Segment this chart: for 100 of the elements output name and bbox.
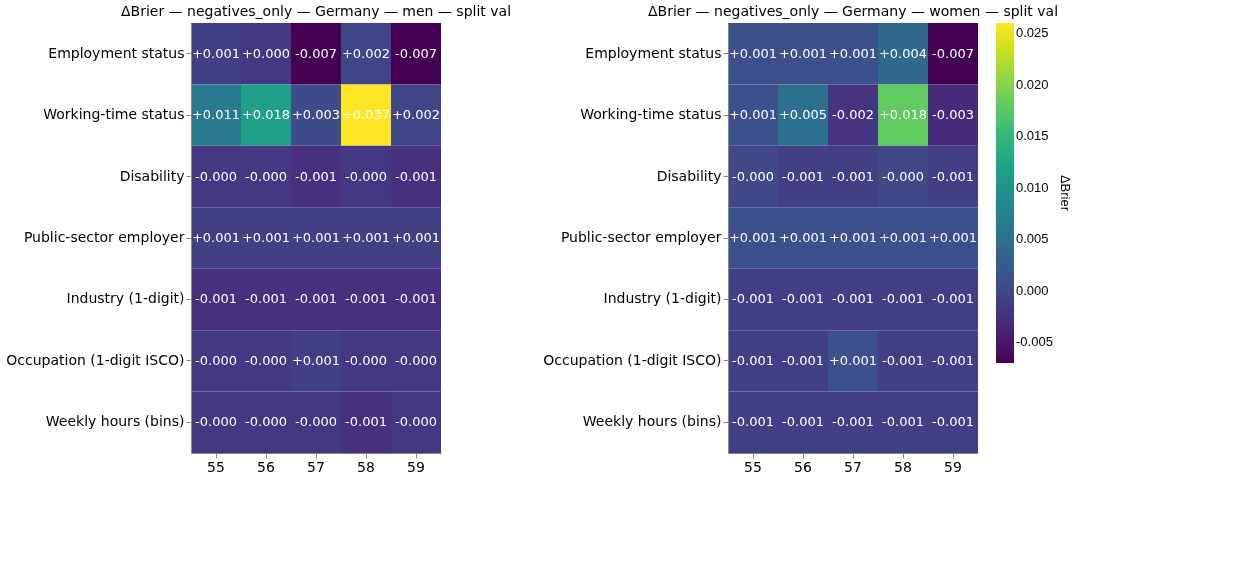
- y-tick-label: Working-time status: [43, 106, 185, 123]
- data-label: -0.001: [782, 414, 824, 430]
- y-tick-label: Weekly hours (bins): [582, 413, 722, 430]
- chart-title: ΔBrier — negatives_only — Germany — women — split val: [647, 3, 1059, 19]
- y-tick-label: Disability: [656, 167, 722, 184]
- data-label: -0.001: [732, 414, 774, 430]
- data-label: -0.003: [932, 107, 974, 123]
- data-label: -0.001: [732, 291, 774, 307]
- data-label: +0.001: [728, 107, 778, 123]
- data-label: -0.000: [195, 414, 237, 430]
- chart-title: ΔBrier — negatives_only — Germany — men — split val: [120, 3, 512, 19]
- data-label: -0.000: [195, 352, 237, 368]
- data-label: -0.002: [832, 107, 874, 123]
- data-label: +0.001: [241, 230, 291, 245]
- data-label: -0.001: [932, 168, 974, 184]
- y-tick-label: Working-time status: [580, 106, 722, 123]
- x-tick-label: 59: [944, 458, 962, 475]
- x-tick-label: 56: [257, 458, 275, 475]
- data-label: +0.004: [878, 45, 928, 61]
- data-label: -0.001: [932, 414, 974, 430]
- y-tick-label: Weekly hours (bins): [45, 413, 185, 430]
- data-label: -0.000: [732, 168, 774, 184]
- data-label: -0.001: [932, 291, 974, 307]
- data-label: -0.000: [395, 414, 437, 430]
- data-label: +0.018: [241, 107, 291, 123]
- data-label: -0.000: [395, 352, 437, 368]
- data-label: -0.001: [832, 291, 874, 307]
- y-tick-label: Employment status: [48, 44, 185, 61]
- data-label: +0.001: [828, 352, 878, 368]
- x-tick-label: 57: [844, 458, 862, 475]
- x-tick-label: 59: [407, 458, 425, 475]
- data-label: -0.000: [882, 168, 924, 184]
- data-label: -0.001: [345, 414, 387, 430]
- data-label: -0.001: [245, 291, 287, 307]
- data-label: -0.001: [882, 291, 924, 307]
- color-bar-label: -0.005: [1016, 334, 1053, 350]
- data-label: +0.001: [341, 230, 391, 245]
- data-label: -0.001: [295, 291, 337, 307]
- color-bar-label: 0.005: [1016, 231, 1049, 247]
- y-tick-label: Public-sector employer: [23, 229, 185, 245]
- data-label: -0.007: [295, 45, 337, 61]
- data-label: -0.001: [295, 168, 337, 184]
- data-label: +0.003: [291, 107, 341, 123]
- data-label: +0.001: [778, 45, 828, 61]
- data-label: +0.001: [778, 230, 828, 245]
- data-label: -0.001: [882, 352, 924, 368]
- data-label: -0.001: [882, 414, 924, 430]
- x-tick-label: 58: [894, 458, 912, 475]
- y-tick-label: Occupation (1-digit ISCO): [6, 351, 185, 368]
- data-label: +0.001: [828, 230, 878, 245]
- color-bar-label: 0.000: [1016, 282, 1049, 298]
- data-label: -0.001: [782, 291, 824, 307]
- x-tick-label: 57: [307, 458, 325, 475]
- data-label: +0.011: [191, 107, 241, 123]
- data-label: -0.001: [395, 291, 437, 307]
- data-label: -0.000: [245, 414, 287, 430]
- color-bar-label: 0.020: [1016, 76, 1049, 92]
- data-label: -0.001: [732, 352, 774, 368]
- data-label: +0.005: [778, 107, 828, 123]
- data-label: +0.002: [391, 107, 441, 123]
- data-label: +0.001: [878, 230, 928, 245]
- data-label: -0.000: [195, 168, 237, 184]
- color-bar-label: 0.015: [1016, 128, 1049, 144]
- data-label: +0.018: [878, 107, 928, 123]
- data-label: -0.000: [295, 414, 337, 430]
- x-tick-label: 58: [357, 458, 375, 475]
- data-label: -0.000: [345, 168, 387, 184]
- data-label: -0.001: [395, 168, 437, 184]
- x-tick-label: 55: [207, 458, 225, 475]
- y-tick-label: Employment status: [585, 44, 722, 61]
- data-label: +0.001: [291, 230, 341, 245]
- data-label: +0.001: [728, 45, 778, 61]
- data-label: -0.007: [932, 45, 974, 61]
- y-tick-label: Occupation (1-digit ISCO): [543, 351, 722, 368]
- data-label: -0.000: [245, 168, 287, 184]
- data-label: -0.001: [782, 352, 824, 368]
- data-label: +0.001: [928, 230, 978, 245]
- y-tick-label: Disability: [119, 167, 185, 184]
- data-label: -0.007: [395, 45, 437, 61]
- color-bar-title: ΔBrier: [1058, 174, 1073, 212]
- y-tick-label: Public-sector employer: [560, 229, 722, 245]
- data-label: +0.002: [341, 45, 391, 61]
- data-label: -0.001: [345, 291, 387, 307]
- data-label: -0.000: [345, 352, 387, 368]
- data-label: -0.001: [832, 168, 874, 184]
- x-tick-label: 56: [794, 458, 812, 475]
- data-label: +0.037: [341, 107, 391, 123]
- data-label: +0.000: [241, 45, 291, 61]
- y-tick-label: Industry (1-digit): [66, 290, 185, 307]
- data-label: -0.001: [832, 414, 874, 430]
- data-label: +0.001: [191, 45, 241, 61]
- color-bar-label: 0.025: [1016, 25, 1049, 41]
- data-label: +0.001: [191, 230, 241, 245]
- data-label: -0.001: [195, 291, 237, 307]
- data-label: -0.000: [245, 352, 287, 368]
- color-bar-label: 0.010: [1016, 179, 1049, 195]
- x-tick-label: 55: [744, 458, 762, 475]
- data-label: +0.001: [291, 352, 341, 368]
- data-label: -0.001: [782, 168, 824, 184]
- data-label: +0.001: [391, 230, 441, 245]
